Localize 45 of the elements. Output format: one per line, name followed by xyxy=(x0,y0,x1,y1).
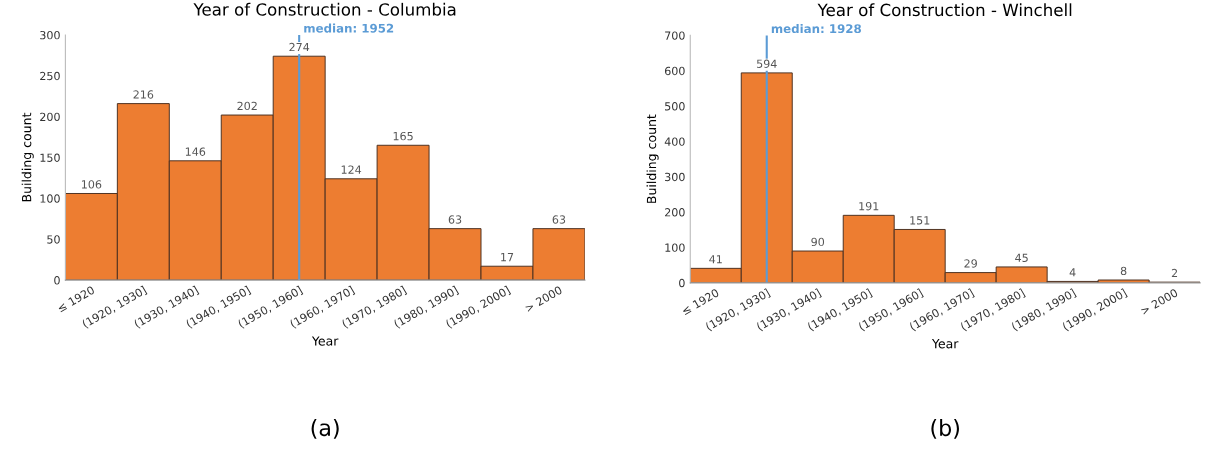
data-label: 124 xyxy=(341,165,362,174)
data-label: 151 xyxy=(910,216,930,225)
data-label: 45 xyxy=(1015,253,1028,263)
ref-line-label: median: 1952 xyxy=(304,23,394,33)
y-tick-label: 0 xyxy=(679,278,685,288)
y-tick-label: 300 xyxy=(665,172,685,182)
y-tick-label: 400 xyxy=(664,137,685,146)
y-tick-label: 50 xyxy=(47,235,60,244)
data-label: 216 xyxy=(133,90,154,99)
y-tick-label: 500 xyxy=(665,102,685,111)
y-tick-label: 200 xyxy=(665,208,685,217)
y-tick-label: 200 xyxy=(40,112,60,122)
x-axis-title: Year xyxy=(931,339,959,349)
data-label: 4 xyxy=(1069,268,1076,277)
data-label: 41 xyxy=(709,255,722,264)
data-label: 594 xyxy=(757,59,777,68)
y-tick-label: 250 xyxy=(40,71,60,81)
data-label: 2 xyxy=(1171,268,1178,278)
y-tick-label: 600 xyxy=(664,66,685,76)
y-tick-label: 100 xyxy=(40,194,60,203)
x-axis-title: Year xyxy=(311,336,339,346)
data-label: 63 xyxy=(552,215,566,224)
y-axis-title: Building count xyxy=(646,114,659,203)
data-label: 146 xyxy=(185,147,206,156)
data-label: 106 xyxy=(81,180,102,189)
data-label: 63 xyxy=(448,215,462,224)
data-label: 202 xyxy=(237,101,257,111)
y-tick-label: 150 xyxy=(40,153,60,162)
data-label: 8 xyxy=(1120,266,1127,276)
data-label: 165 xyxy=(393,131,413,141)
data-label: 17 xyxy=(501,253,514,262)
y-axis-title: Building count xyxy=(21,112,34,202)
data-label: 191 xyxy=(859,201,879,211)
y-tick-label: 300 xyxy=(40,30,60,40)
text: (a) xyxy=(311,418,339,439)
chart-title: Year of Construction - Winchell xyxy=(817,3,1072,17)
y-tick-label: 700 xyxy=(665,31,685,40)
chart-title: Year of Construction - Columbia xyxy=(193,2,456,16)
data-label: 90 xyxy=(811,237,825,247)
y-tick-label: 100 xyxy=(665,243,685,252)
y-tick-label: 0 xyxy=(54,276,60,285)
data-label: 29 xyxy=(964,259,977,268)
text: (b) xyxy=(931,418,959,439)
data-label: 274 xyxy=(289,42,310,52)
ref-line-label: median: 1928 xyxy=(771,23,861,34)
